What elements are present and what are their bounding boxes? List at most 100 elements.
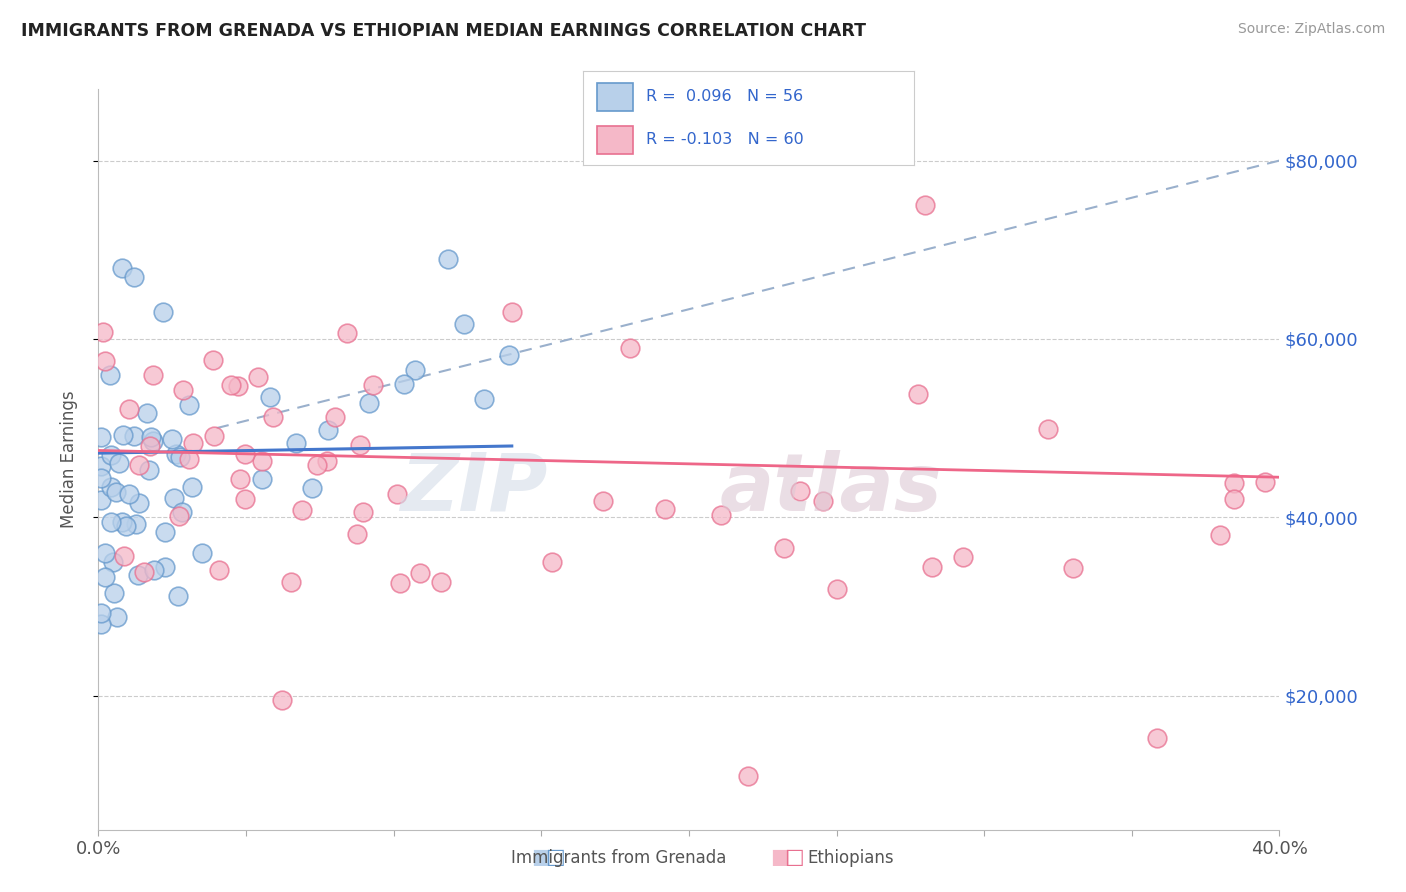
Point [409, 566, 432, 581]
Point [177, 398, 200, 412]
Point [122, 269, 145, 284]
Point [233, 491, 256, 506]
Point [122, 429, 145, 443]
Point [404, 362, 426, 376]
Point [352, 504, 374, 518]
Point [285, 435, 308, 450]
Point [301, 481, 323, 495]
Point [172, 383, 194, 397]
Point [90, 429, 112, 443]
FancyBboxPatch shape [596, 126, 633, 153]
Point [825, 582, 848, 596]
Point [710, 508, 733, 522]
Point [98, 368, 121, 383]
Point [100, 516, 122, 530]
Point [141, 430, 163, 444]
Point [105, 610, 128, 624]
Text: □: □ [546, 847, 565, 867]
Text: R = -0.103   N = 60: R = -0.103 N = 60 [647, 132, 804, 147]
Point [250, 454, 273, 468]
Point [112, 428, 135, 442]
Point [1222, 476, 1244, 491]
Point [103, 585, 125, 599]
Y-axis label: Median Earnings: Median Earnings [59, 391, 77, 528]
Point [202, 429, 225, 443]
Point [117, 487, 139, 501]
Point [811, 493, 834, 508]
Point [94, 570, 117, 584]
Point [111, 260, 134, 275]
Point [167, 508, 190, 523]
Point [247, 370, 270, 384]
Point [128, 496, 150, 510]
Point [472, 392, 495, 406]
Point [250, 472, 273, 486]
Point [271, 692, 294, 706]
Point [108, 456, 131, 470]
Text: R =  0.096   N = 56: R = 0.096 N = 56 [647, 89, 803, 104]
Point [118, 401, 141, 416]
Point [90, 458, 112, 473]
Point [152, 305, 174, 319]
Point [153, 560, 176, 574]
Point [139, 439, 162, 453]
Point [388, 575, 411, 590]
Point [163, 491, 186, 505]
Point [907, 386, 929, 401]
Point [208, 564, 231, 578]
Point [1062, 561, 1084, 575]
Point [1209, 528, 1232, 542]
Point [181, 480, 204, 494]
Point [1223, 491, 1246, 506]
Point [100, 448, 122, 462]
Point [323, 409, 346, 424]
Text: Immigrants from Grenada: Immigrants from Grenada [510, 849, 727, 867]
Point [153, 525, 176, 540]
Point [387, 487, 409, 501]
Point [363, 377, 385, 392]
Point [166, 589, 188, 603]
Point [177, 452, 200, 467]
Point [305, 458, 328, 473]
Point [91, 325, 114, 339]
Point [94, 546, 117, 560]
Point [169, 450, 191, 465]
Point [1036, 422, 1059, 436]
Point [737, 769, 759, 783]
Point [229, 472, 252, 486]
Point [142, 563, 165, 577]
Point [132, 565, 155, 579]
Point [430, 574, 453, 589]
Point [315, 454, 337, 468]
Text: □: □ [785, 847, 804, 867]
Point [191, 546, 214, 560]
Point [114, 518, 136, 533]
Text: Ethiopians: Ethiopians [807, 849, 894, 867]
Point [541, 555, 564, 569]
Point [100, 480, 122, 494]
Point [127, 568, 149, 582]
Point [357, 395, 380, 409]
Point [654, 501, 676, 516]
Point [105, 485, 128, 500]
Point [181, 435, 204, 450]
Point [346, 526, 368, 541]
Point [103, 555, 125, 569]
Text: atlas: atlas [720, 450, 942, 528]
FancyBboxPatch shape [596, 83, 633, 111]
Text: ZIP: ZIP [399, 450, 547, 528]
Point [501, 305, 523, 319]
Point [128, 458, 150, 472]
Point [952, 550, 974, 565]
Point [233, 447, 256, 461]
Point [1254, 475, 1277, 490]
Point [228, 378, 250, 392]
Point [221, 378, 243, 392]
Point [498, 348, 520, 362]
Point [291, 503, 314, 517]
Point [1146, 731, 1168, 746]
Text: ■: ■ [531, 847, 551, 867]
Point [259, 390, 281, 404]
Point [437, 252, 460, 266]
Point [90, 493, 112, 508]
